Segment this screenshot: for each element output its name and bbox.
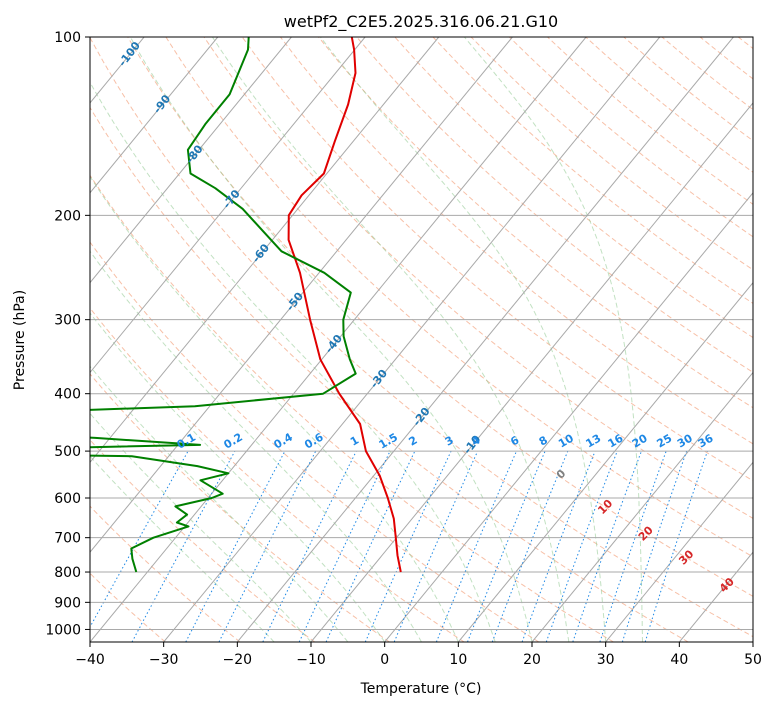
dry-adiabat: [90, 505, 241, 642]
moist-adiabat: [464, 37, 643, 642]
mixing-ratio-line: [491, 450, 569, 642]
dry-adiabat: [90, 241, 540, 642]
dry-adiabat: [90, 174, 614, 642]
x-tick-label: −20: [223, 652, 253, 668]
x-axis-label: Temperature (°C): [360, 681, 482, 697]
moist-adiabat: [211, 37, 570, 642]
mixing-ratio-line: [218, 450, 317, 642]
background-lines: [0, 37, 753, 642]
x-tick-label: −10: [296, 652, 326, 668]
dry-adiabat: [203, 37, 753, 519]
dry-adiabat: [318, 37, 753, 409]
dry-adiabat: [90, 439, 316, 642]
plot-background: [90, 37, 753, 642]
isotherm: [384, 192, 753, 642]
mixing-ratio-line: [262, 450, 357, 642]
y-tick-label: 400: [54, 387, 81, 403]
temperature-profile: [287, 37, 402, 573]
dry-adiabat: [394, 37, 753, 339]
dry-adiabat: [90, 307, 465, 642]
mixing-ratio-line: [90, 450, 189, 629]
isotherm: [752, 641, 753, 642]
y-tick-label: 1000: [45, 622, 81, 638]
mixing-ratio-line: [644, 450, 708, 642]
moist-adiabat: [90, 455, 275, 642]
pressure-gridlines: [90, 37, 753, 630]
x-tick-label: 30: [597, 652, 615, 668]
isotherm: [90, 37, 587, 642]
mixing-ratio-line: [572, 450, 642, 642]
dry-adiabat: [280, 37, 753, 445]
moist-adiabat: [90, 312, 386, 642]
dry-adiabat: [432, 37, 753, 304]
y-tick-label: 600: [54, 491, 81, 507]
y-axis-ticks: 100 200 300 400 500 600 700 800 900 1000: [45, 30, 90, 638]
y-tick-label: 500: [54, 444, 81, 460]
x-tick-label: −30: [149, 652, 179, 668]
mixing-ratio-line: [131, 450, 236, 642]
isotherm: [457, 281, 753, 642]
dry-adiabat: [127, 37, 753, 597]
y-tick-label: 100: [54, 30, 81, 46]
isotherm: [531, 371, 753, 642]
x-tick-label: 0: [380, 652, 389, 668]
isotherm: [236, 37, 734, 642]
y-tick-label: 300: [54, 313, 81, 329]
mixing-ratio-line: [545, 450, 618, 642]
isotherm: [90, 37, 440, 464]
isotherm: [605, 461, 753, 642]
isotherm: [310, 102, 753, 642]
moist-adiabat: [320, 37, 607, 642]
mixing-ratio-line: [521, 450, 596, 642]
mixing-ratio-line: [435, 450, 517, 642]
isotherm: [90, 37, 366, 374]
y-tick-label: 700: [54, 531, 81, 547]
x-tick-label: 20: [523, 652, 541, 668]
y-tick-label: 800: [54, 565, 81, 581]
isotherm: [90, 37, 219, 194]
moist-adiabat: [90, 175, 459, 642]
isotherm: [163, 37, 661, 642]
sounding-profiles: [90, 37, 402, 573]
moist-adiabat: [90, 250, 422, 642]
plot-frame: [89, 36, 754, 643]
moist-adiabat: [129, 37, 533, 642]
isotherm: [90, 37, 513, 553]
isotherm: [90, 37, 292, 284]
mixing-ratio-line: [393, 450, 479, 642]
dry-adiabat: [90, 106, 689, 642]
chart-title: wetPf2_C2E5.2025.316.06.21.G10: [284, 12, 558, 32]
x-tick-label: −40: [75, 652, 105, 668]
x-tick-label: 10: [449, 652, 467, 668]
mixing-ratio-line: [621, 450, 688, 642]
y-tick-label: 900: [54, 595, 81, 611]
mixing-ratio-line: [467, 450, 546, 642]
moist-adiabat: [90, 81, 496, 642]
x-axis-ticks: −40 −30 −20 −10 0 10 20 30 40 50: [75, 642, 762, 668]
mixing-ratio-line: [599, 450, 667, 642]
x-tick-label: 50: [744, 652, 762, 668]
y-tick-label: 200: [54, 208, 81, 224]
y-axis-label: Pressure (hPa): [12, 290, 28, 390]
x-tick-label: 40: [670, 652, 688, 668]
isotherm: [0, 37, 70, 642]
dewpoint-profile: [90, 37, 357, 573]
